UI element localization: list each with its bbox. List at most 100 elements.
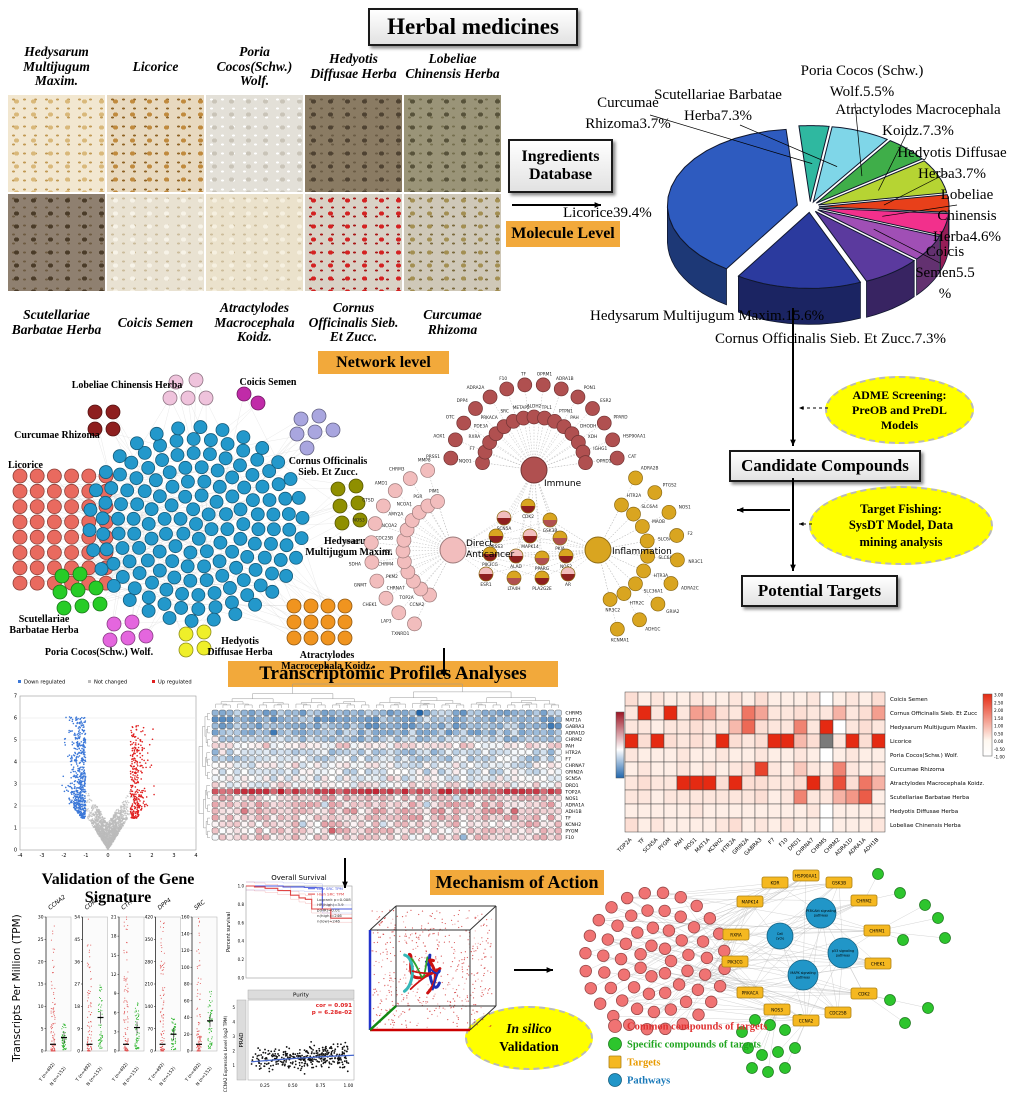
heatmap-cell xyxy=(335,768,343,775)
heatmap-cell xyxy=(467,762,475,769)
compound-node xyxy=(138,628,154,644)
heatmap-cell xyxy=(438,814,445,821)
heatmap-cell xyxy=(518,794,526,801)
heatmap-cell xyxy=(233,722,241,729)
common-compound-node xyxy=(647,1005,661,1019)
target-node xyxy=(175,586,189,601)
target-node xyxy=(176,526,191,541)
heatmap-cell xyxy=(306,716,314,723)
heatmap-cell xyxy=(292,736,299,743)
heatmap-cell xyxy=(379,729,387,736)
heatmap-cell xyxy=(533,742,540,749)
heatmap-cell xyxy=(408,716,416,723)
heatmap-cell xyxy=(255,781,263,788)
heatmap-cell xyxy=(357,781,365,788)
common-compound-node xyxy=(645,970,658,983)
heatmap-cell xyxy=(241,729,248,736)
heatmap-cell xyxy=(248,716,256,723)
heatmap-cell xyxy=(511,729,518,736)
shared-node-bottom xyxy=(479,574,493,581)
heatmap-cell xyxy=(321,762,329,769)
heatmap-cell xyxy=(270,709,277,716)
heatmap-cell xyxy=(335,801,343,808)
heatmap-cell xyxy=(503,794,511,801)
tick: 0.50 xyxy=(288,1083,298,1089)
gene-label: HTR2A xyxy=(565,750,581,756)
target-node xyxy=(602,592,618,607)
tick: 54 xyxy=(74,915,80,921)
gene-label: PRKACA xyxy=(481,415,498,421)
target-node xyxy=(145,575,159,590)
heatmap-cell xyxy=(547,788,555,795)
heatmap-cell xyxy=(248,768,256,775)
heatmap-cell xyxy=(438,821,445,828)
heatmap-cell xyxy=(335,729,343,736)
target-node xyxy=(173,511,188,526)
tick: 4 xyxy=(194,853,197,859)
heatmap-cell xyxy=(474,755,482,762)
target-node xyxy=(279,569,294,583)
heatmap-cell xyxy=(306,788,314,795)
heatmap-cell xyxy=(423,781,431,788)
heatmap-cell xyxy=(350,742,358,749)
target-node xyxy=(264,536,278,551)
common-compound-node xyxy=(634,961,647,975)
compound-node xyxy=(87,404,103,420)
specific-compound-node xyxy=(772,1046,784,1058)
target-node xyxy=(596,415,612,431)
heatmap-cell xyxy=(321,827,329,834)
herbal-medicines-title: Herbal medicines xyxy=(368,8,578,46)
heatmap-cell xyxy=(460,775,467,782)
target-node xyxy=(553,381,569,397)
ellipse-text-line: Validation xyxy=(499,1039,559,1054)
heatmap-cell xyxy=(460,788,467,795)
heatmap-cell xyxy=(314,709,321,716)
heatmap-cell xyxy=(452,716,460,723)
heatmap-cell xyxy=(284,749,292,756)
heatmap-cell xyxy=(533,762,540,769)
gene-label: CHRM4 xyxy=(378,562,394,568)
herb-compound-network: Lobeliae Chinensis Herba Coicis SemenCurc… xyxy=(8,372,393,672)
heatmap-cell xyxy=(474,716,482,723)
tick: 120 xyxy=(181,948,190,954)
shared-node-top xyxy=(535,551,549,558)
heatmap-cell xyxy=(554,827,562,834)
heatmap-cell xyxy=(262,821,270,828)
heatmap-cell xyxy=(211,821,219,828)
tick: 5 xyxy=(14,738,17,744)
colorbar-tick: 2.00 xyxy=(994,708,1004,713)
heatmap-cell xyxy=(533,788,540,795)
heatmap-cell xyxy=(379,801,387,808)
target-node xyxy=(375,498,391,514)
target-node xyxy=(193,420,208,434)
heatmap-cell xyxy=(481,821,489,828)
tick: 3 xyxy=(14,782,17,788)
heatmap-cell xyxy=(343,736,350,743)
heatmap-cell xyxy=(379,709,387,716)
target-node xyxy=(236,430,251,444)
heatmap-cell xyxy=(277,827,285,834)
gene-label: SLC6A3 xyxy=(659,555,676,561)
legend-label: Low SRC TPM xyxy=(317,886,343,891)
heatmap-cell xyxy=(496,768,504,775)
gene-label: OPRM1 xyxy=(537,371,553,377)
heatmap-cell xyxy=(306,827,314,834)
compound-node xyxy=(180,390,196,406)
specific-compound-node xyxy=(939,932,951,944)
target-node xyxy=(181,474,195,489)
tick: 15 xyxy=(38,982,44,988)
heatmap-cell xyxy=(438,749,445,756)
heatmap-cell xyxy=(387,742,394,749)
target-node xyxy=(178,489,193,504)
heatmap-cell xyxy=(372,808,380,815)
heatmap-cell xyxy=(416,827,423,834)
heatmap-cell xyxy=(248,775,256,782)
heatmap-cell xyxy=(547,801,555,808)
heatmap-cell xyxy=(460,716,467,723)
target-node xyxy=(212,554,227,569)
heatmap-cell xyxy=(496,834,504,841)
heatmap-cell xyxy=(277,801,285,808)
heatmap-cell xyxy=(372,834,380,841)
tick: 0.75 xyxy=(316,1083,326,1089)
heatmap-cell xyxy=(430,709,438,716)
